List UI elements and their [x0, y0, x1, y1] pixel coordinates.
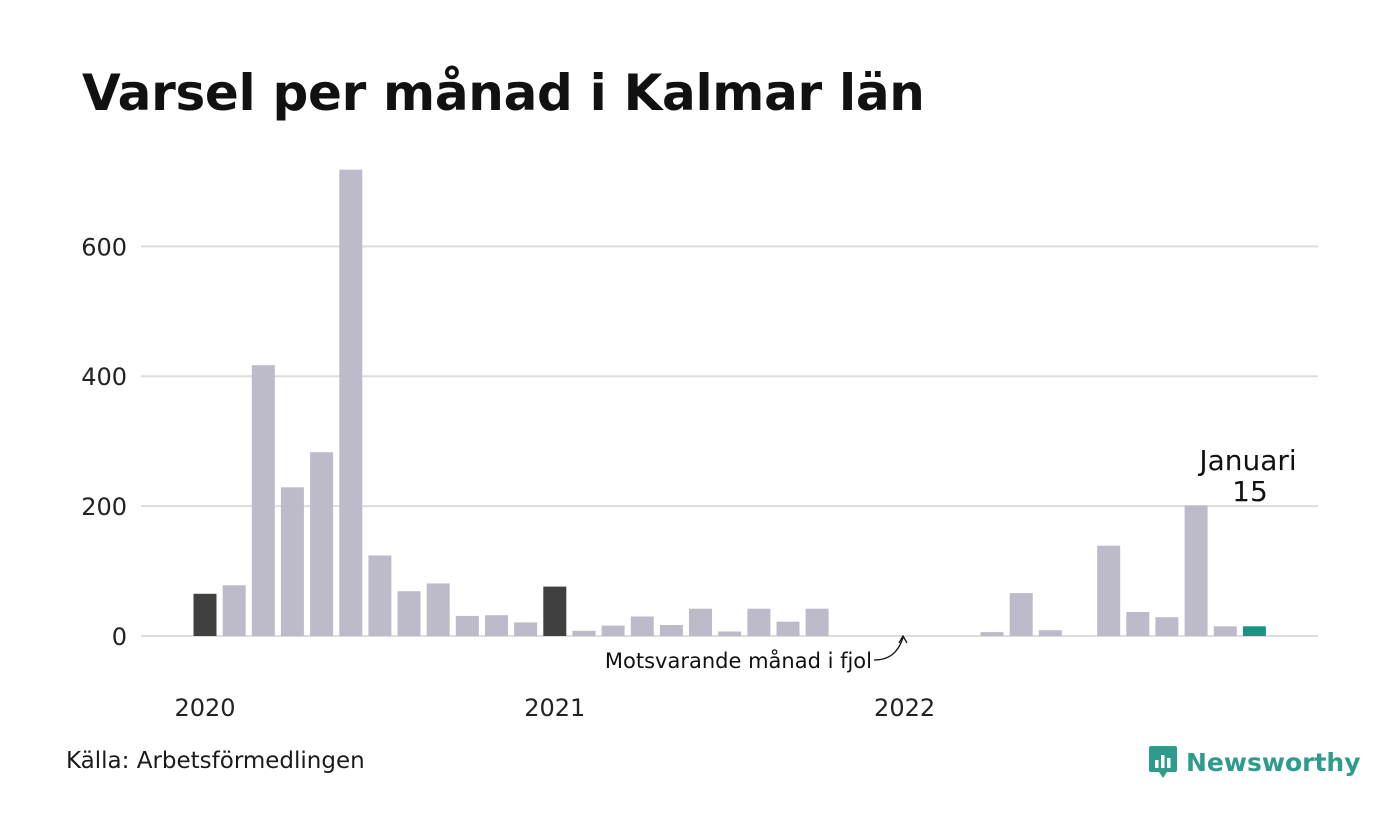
gridlines: [141, 245, 1318, 637]
y-tick-label: 600: [81, 233, 127, 261]
y-axis-labels: 0 200 400 600: [81, 233, 127, 651]
bars: [193, 169, 1266, 636]
bar-2020-08: [397, 591, 421, 636]
chart-title: Varsel per månad i Kalmar län: [82, 64, 925, 122]
newsworthy-logo-icon: [1149, 746, 1177, 778]
bar-2020-02: [222, 585, 246, 636]
x-tick-label-2022: 2022: [874, 694, 935, 722]
bar-2022-12: [1213, 626, 1237, 636]
bar-2020-03: [251, 365, 275, 636]
bar-2022-06: [1038, 630, 1062, 636]
y-tick-label: 400: [81, 363, 127, 391]
bar-2021-08: [747, 608, 771, 636]
bar-2020-07: [368, 555, 392, 636]
annotation-arrow: [873, 634, 908, 661]
bar-2020-09: [426, 583, 450, 636]
y-tick-label: 0: [112, 623, 127, 651]
bar-2020-01: [193, 593, 217, 636]
source-note: Källa: Arbetsförmedlingen: [66, 748, 365, 774]
callout-value: 15: [1232, 475, 1268, 508]
bar-2020-06: [339, 169, 363, 636]
bar-2020-12: [514, 622, 538, 636]
bar-2022-04: [980, 632, 1004, 636]
newsworthy-logo: Newsworthy: [1148, 744, 1361, 780]
bar-2021-05: [659, 625, 683, 636]
bar-2022-10: [1155, 617, 1179, 636]
x-tick-label-2020: 2020: [174, 694, 235, 722]
bar-2022-08: [1097, 545, 1121, 636]
bar-2020-04: [280, 487, 304, 636]
bar-2021-02: [572, 630, 596, 636]
x-axis-labels: 2020 2021 2022: [174, 694, 935, 722]
bar-2022-09: [1126, 612, 1150, 636]
y-tick-label: 200: [81, 493, 127, 521]
bar-2021-06: [689, 608, 712, 636]
bar-2023-01: [1242, 626, 1266, 636]
callout-month: Januari: [1197, 444, 1296, 477]
bar-2021-01: [543, 586, 567, 636]
brand-name: Newsworthy: [1186, 747, 1361, 777]
bar-2022-05: [1009, 593, 1033, 636]
bar-2020-10: [455, 615, 479, 636]
bar-2021-09: [776, 621, 800, 636]
x-tick-label-2021: 2021: [524, 694, 585, 722]
bar-2021-10: [805, 608, 829, 636]
bar-2020-11: [485, 615, 508, 636]
previous-year-annotation: Motsvarande månad i fjol: [605, 648, 872, 673]
bar-2021-07: [718, 631, 742, 636]
bar-2021-04: [630, 616, 654, 636]
bar-2021-03: [601, 625, 625, 636]
bar-2022-11: [1184, 505, 1208, 636]
bar-2020-05: [310, 452, 334, 636]
